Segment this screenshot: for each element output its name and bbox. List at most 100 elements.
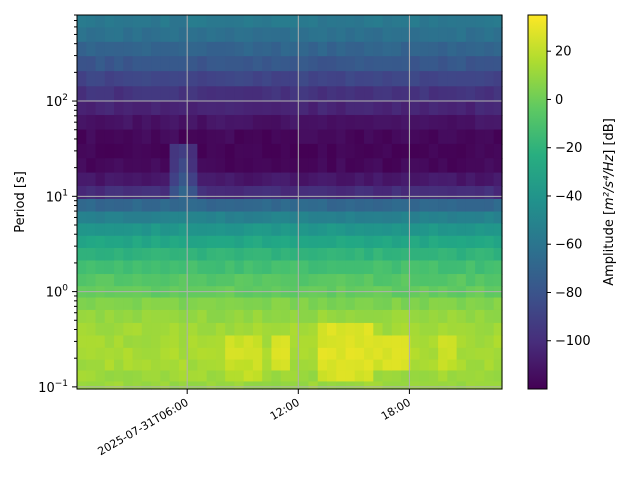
heatmap-cell (419, 247, 430, 262)
heatmap-cell (493, 235, 503, 249)
heatmap-cell (345, 129, 356, 145)
heatmap-cell (493, 335, 503, 349)
heatmap-cell (141, 247, 152, 262)
heatmap-cell (428, 347, 439, 361)
heatmap-cell (225, 235, 236, 249)
heatmap-cell (391, 100, 402, 116)
heatmap-cell (178, 223, 189, 237)
heatmap-cell (456, 129, 467, 145)
heatmap-cell (225, 56, 236, 72)
heatmap-cell (141, 56, 152, 72)
heatmap-cell (308, 129, 319, 145)
heatmap-cell (151, 198, 161, 213)
heatmap-cell (401, 223, 411, 237)
heatmap-cell (493, 41, 503, 57)
heatmap-cell (141, 223, 152, 237)
heatmap-cell (382, 335, 393, 349)
heatmap-cell (197, 335, 208, 349)
heatmap-cell (206, 129, 217, 145)
heatmap-cell (188, 143, 198, 159)
heatmap-cell (86, 15, 97, 29)
heatmap-cell (401, 198, 411, 213)
heatmap-cell (160, 211, 171, 225)
heatmap-cell (141, 260, 152, 275)
heatmap-cell (438, 129, 448, 145)
heatmap-cell (317, 370, 328, 383)
heatmap-cell (299, 143, 310, 159)
heatmap-cell (169, 223, 180, 237)
heatmap-cell (132, 129, 143, 145)
heatmap-cell (428, 274, 439, 287)
heatmap-cell (252, 198, 263, 213)
heatmap-cell (234, 359, 245, 372)
heatmap-cell (299, 129, 310, 145)
heatmap-cell (206, 56, 217, 72)
heatmap-cell (428, 185, 439, 200)
heatmap-cell (475, 359, 486, 372)
heatmap-cell (336, 211, 347, 225)
heatmap-cell (86, 223, 97, 237)
heatmap-cell (280, 223, 291, 237)
heatmap-cell (114, 359, 124, 372)
heatmap-cell (465, 41, 476, 57)
heatmap-cell (160, 370, 171, 383)
heatmap-cell (262, 198, 273, 213)
heatmap-cell (419, 41, 430, 57)
heatmap-cell (327, 223, 337, 237)
heatmap-cell (447, 211, 458, 225)
heatmap-cell (114, 286, 124, 299)
heatmap-cell (336, 41, 347, 57)
heatmap-cell (234, 56, 245, 72)
heatmap-cell (178, 235, 189, 249)
heatmap-cell (104, 381, 115, 390)
heatmap-cell (289, 223, 300, 237)
heatmap-cell (308, 41, 319, 57)
heatmap-cell (77, 129, 87, 145)
heatmap-cell (234, 172, 245, 187)
heatmap-cell (345, 71, 356, 87)
heatmap-cell (493, 129, 503, 145)
heatmap-cell (243, 322, 254, 337)
heatmap-cell (308, 185, 319, 200)
heatmap-cell (160, 143, 171, 159)
heatmap-cell (215, 381, 226, 390)
heatmap-cell (336, 100, 347, 116)
heatmap-cell (410, 56, 421, 72)
heatmap-cell (104, 158, 115, 174)
heatmap-cell (206, 100, 217, 116)
heatmap-cell (299, 223, 310, 237)
heatmap-cell (465, 158, 476, 174)
heatmap-cell (114, 347, 124, 361)
heatmap-cell (252, 86, 263, 102)
heatmap-cell (428, 211, 439, 225)
heatmap-cell (169, 359, 180, 372)
heatmap-cell (299, 56, 310, 72)
heatmap-cell (114, 71, 124, 87)
heatmap-cell (438, 247, 448, 262)
heatmap-cell (104, 71, 115, 87)
heatmap-cell (382, 158, 393, 174)
heatmap-cell (271, 370, 282, 383)
heatmap-cell (317, 381, 328, 390)
heatmap-cell (317, 286, 328, 299)
heatmap-cell (289, 185, 300, 200)
heatmap-cell (308, 56, 319, 72)
heatmap-cell (493, 359, 503, 372)
heatmap-cell (225, 185, 236, 200)
heatmap-cell (95, 15, 106, 29)
heatmap-cell (123, 129, 134, 145)
heatmap-cell (354, 211, 365, 225)
heatmap-cell (475, 27, 486, 43)
heatmap-cell (401, 297, 411, 311)
heatmap-cell (289, 86, 300, 102)
heatmap-cell (289, 100, 300, 116)
heatmap-cell (86, 86, 97, 102)
heatmap-cell (188, 223, 198, 237)
heatmap-cell (86, 71, 97, 87)
heatmap-cell (262, 86, 273, 102)
heatmap-cell (327, 198, 337, 213)
heatmap-cell (280, 274, 291, 287)
heatmap-cell (141, 297, 152, 311)
heatmap-cell (410, 347, 421, 361)
heatmap-cell (456, 114, 467, 131)
